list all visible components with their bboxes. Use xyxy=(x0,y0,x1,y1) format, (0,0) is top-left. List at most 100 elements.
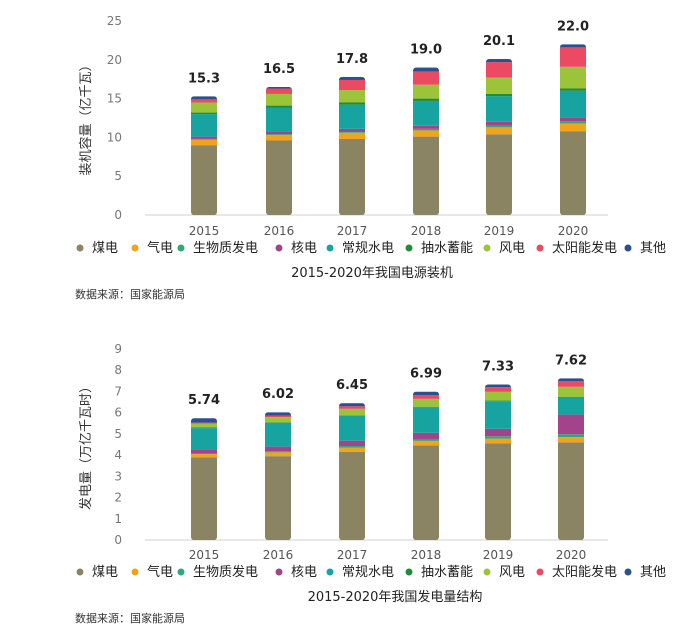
generation-y-tick-label: 9 xyxy=(114,342,122,356)
capacity-total-label: 19.0 xyxy=(410,43,442,58)
capacity-segment-太阳能发电 xyxy=(413,71,439,85)
legend-marker-icon xyxy=(536,568,544,576)
legend-marker-icon xyxy=(131,568,139,576)
capacity-segment-太阳能发电 xyxy=(560,47,586,67)
generation-segment-常规水电 xyxy=(339,415,365,441)
capacity-x-tick-label: 2019 xyxy=(484,224,515,238)
generation-segment-煤电 xyxy=(191,457,217,540)
generation-segment-煤电 xyxy=(265,456,291,540)
capacity-y-tick-label: 10 xyxy=(107,130,122,144)
capacity-bar-2019 xyxy=(486,59,512,215)
capacity-segment-生物质发电 xyxy=(486,125,512,128)
capacity-segment-煤电 xyxy=(486,134,512,215)
generation-y-tick-label: 7 xyxy=(114,384,122,398)
capacity-segment-核电 xyxy=(339,128,365,132)
capacity-data-source: 数据来源：国家能源局 xyxy=(75,287,185,301)
capacity-legend-item: 核电 xyxy=(275,241,317,256)
capacity-segment-常规水电 xyxy=(339,104,365,129)
capacity-segment-常规水电 xyxy=(560,90,586,118)
capacity-legend: 煤电 气电 生物质发电 核电 常规水电 抽水蓄能 风电 太阳能发电 其他 xyxy=(76,240,666,256)
generation-y-tick-label: 6 xyxy=(114,406,122,420)
generation-bar-2019 xyxy=(485,384,511,540)
legend-marker-icon xyxy=(624,568,632,576)
capacity-segment-其他 xyxy=(413,67,439,72)
generation-bar-base xyxy=(265,539,291,540)
legend-label: 生物质发电 xyxy=(193,240,258,256)
generation-bar-base xyxy=(558,539,584,540)
capacity-x-tick-label: 2017 xyxy=(337,224,368,238)
capacity-bar-base xyxy=(560,214,586,215)
generation-legend-item: 煤电 xyxy=(76,565,118,580)
legend-label: 核电 xyxy=(291,565,317,580)
capacity-chart-title: 2015-2020年我国电源装机 xyxy=(291,266,453,281)
legend-label: 煤电 xyxy=(92,241,118,256)
capacity-segment-太阳能发电 xyxy=(339,79,365,91)
capacity-segment-抽水蓄能 xyxy=(339,102,365,105)
legend-marker-icon xyxy=(405,244,413,252)
capacity-y-tick-label: 5 xyxy=(114,169,122,183)
capacity-segment-抽水蓄能 xyxy=(413,98,439,101)
generation-segment-气电 xyxy=(413,440,439,446)
generation-x-tick-label: 2015 xyxy=(189,548,220,562)
generation-segment-风电 xyxy=(413,398,439,407)
generation-legend-item: 常规水电 xyxy=(326,565,394,580)
capacity-legend-item: 常规水电 xyxy=(326,241,394,256)
capacity-bars xyxy=(191,44,586,216)
generation-segment-抽水蓄能 xyxy=(413,406,439,408)
generation-total-label: 7.62 xyxy=(555,353,587,368)
capacity-legend-item: 抽水蓄能 xyxy=(405,241,473,256)
capacity-bar-base xyxy=(486,214,512,215)
generation-segment-核电 xyxy=(191,449,217,453)
generation-segment-太阳能发电 xyxy=(413,395,439,399)
generation-y-tick-label: 5 xyxy=(114,427,122,441)
generation-bar-base xyxy=(485,539,511,540)
generation-segment-其他 xyxy=(413,391,439,396)
capacity-total-label: 22.0 xyxy=(557,19,589,34)
generation-chart-title: 2015-2020年我国发电量结构 xyxy=(308,589,483,605)
generation-legend-item: 太阳能发电 xyxy=(536,564,617,580)
generation-segment-核电 xyxy=(413,432,439,439)
generation-x-tick-label: 2018 xyxy=(411,548,442,562)
capacity-segment-生物质发电 xyxy=(560,121,586,124)
generation-total-label: 6.45 xyxy=(336,378,368,393)
generation-segment-其他 xyxy=(485,384,511,388)
capacity-bar-2015 xyxy=(191,96,217,215)
generation-segment-核电 xyxy=(558,414,584,435)
capacity-segment-太阳能发电 xyxy=(191,99,217,103)
capacity-segment-生物质发电 xyxy=(339,131,365,133)
generation-segment-抽水蓄能 xyxy=(191,427,217,429)
generation-segment-风电 xyxy=(339,408,365,416)
generation-segment-太阳能发电 xyxy=(558,381,584,387)
capacity-bar-2017 xyxy=(339,76,365,216)
capacity-total-label: 15.3 xyxy=(188,71,220,86)
capacity-segment-风电 xyxy=(266,93,292,106)
legend-marker-icon xyxy=(483,568,491,576)
capacity-y-tick-label: 25 xyxy=(107,14,122,28)
generation-data-source: 数据来源：国家能源局 xyxy=(75,611,185,625)
capacity-segment-气电 xyxy=(413,130,439,137)
capacity-segment-气电 xyxy=(339,132,365,139)
capacity-segment-其他 xyxy=(266,86,292,89)
generation-y-tick-label: 8 xyxy=(114,363,122,377)
generation-segment-生物质发电 xyxy=(485,436,511,439)
capacity-segment-气电 xyxy=(266,135,292,141)
generation-segment-太阳能发电 xyxy=(265,415,291,418)
capacity-legend-item: 煤电 xyxy=(76,241,118,256)
generation-segment-太阳能发电 xyxy=(485,387,511,392)
generation-segment-常规水电 xyxy=(413,407,439,433)
capacity-legend-item: 风电 xyxy=(483,241,525,256)
generation-segment-抽水蓄能 xyxy=(558,396,584,398)
generation-legend-item: 其他 xyxy=(624,565,666,580)
capacity-x-tick-label: 2020 xyxy=(558,224,589,238)
legend-label: 气电 xyxy=(147,240,173,256)
legend-label: 核电 xyxy=(291,241,317,256)
legend-label: 抽水蓄能 xyxy=(421,565,473,580)
capacity-total-label: 17.8 xyxy=(336,52,368,67)
generation-segment-核电 xyxy=(265,446,291,452)
capacity-legend-item: 太阳能发电 xyxy=(536,240,617,256)
generation-segment-风电 xyxy=(558,386,584,397)
generation-segment-生物质发电 xyxy=(191,452,217,455)
capacity-segment-生物质发电 xyxy=(266,134,292,136)
legend-marker-icon xyxy=(536,244,544,252)
generation-chart: 发电量（万亿千瓦时） 0 1 2 3 4 5 6 7 8 9 5.74 6.02 6.45 6.99 7.… xyxy=(75,342,666,625)
